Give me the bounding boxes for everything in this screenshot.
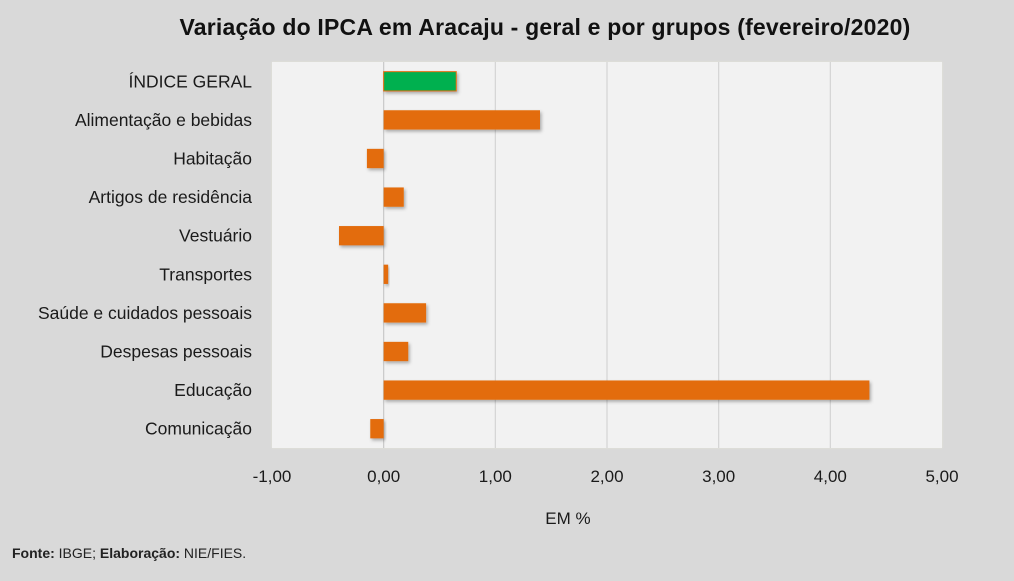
category-label: Transportes (159, 264, 252, 284)
bar (383, 341, 409, 362)
category-label: Comunicação (145, 419, 252, 439)
bar (339, 226, 384, 246)
category-label: Artigos de residência (89, 187, 253, 207)
x-tick-label: 4,00 (814, 467, 847, 486)
category-label: Vestuário (179, 226, 252, 246)
source-value: IBGE; (54, 545, 100, 561)
x-tick-label: 5,00 (925, 467, 958, 486)
bar (383, 380, 870, 400)
bar (383, 264, 389, 284)
x-tick-label: 3,00 (702, 467, 735, 486)
category-label: Habitação (173, 149, 252, 169)
bar (383, 71, 457, 92)
category-label: Educação (174, 380, 252, 400)
x-tick-label: 1,00 (479, 467, 512, 486)
source-label: Fonte: (12, 545, 55, 561)
category-label: ÍNDICE GERAL (129, 71, 253, 91)
elaboration-value: NIE/FIES. (180, 545, 247, 561)
bar (370, 419, 384, 439)
category-label: Despesas pessoais (100, 342, 252, 362)
category-label: Saúde e cuidados pessoais (38, 303, 252, 323)
x-tick-label: 0,00 (367, 467, 400, 486)
bar (383, 187, 404, 207)
x-tick-label: -1,00 (253, 467, 292, 486)
x-tick-label: 2,00 (590, 467, 623, 486)
bar (383, 303, 427, 323)
elaboration-label: Elaboração: (99, 545, 181, 561)
category-label: Alimentação e bebidas (75, 110, 252, 130)
x-axis-label: EM % (545, 509, 590, 528)
footer-note: Fonte: IBGE; Elaboração: NIE/FIES. (12, 545, 246, 561)
bar (366, 148, 384, 169)
chart-title: Variação do IPCA em Aracaju - geral e po… (179, 14, 911, 40)
bar (383, 110, 540, 130)
